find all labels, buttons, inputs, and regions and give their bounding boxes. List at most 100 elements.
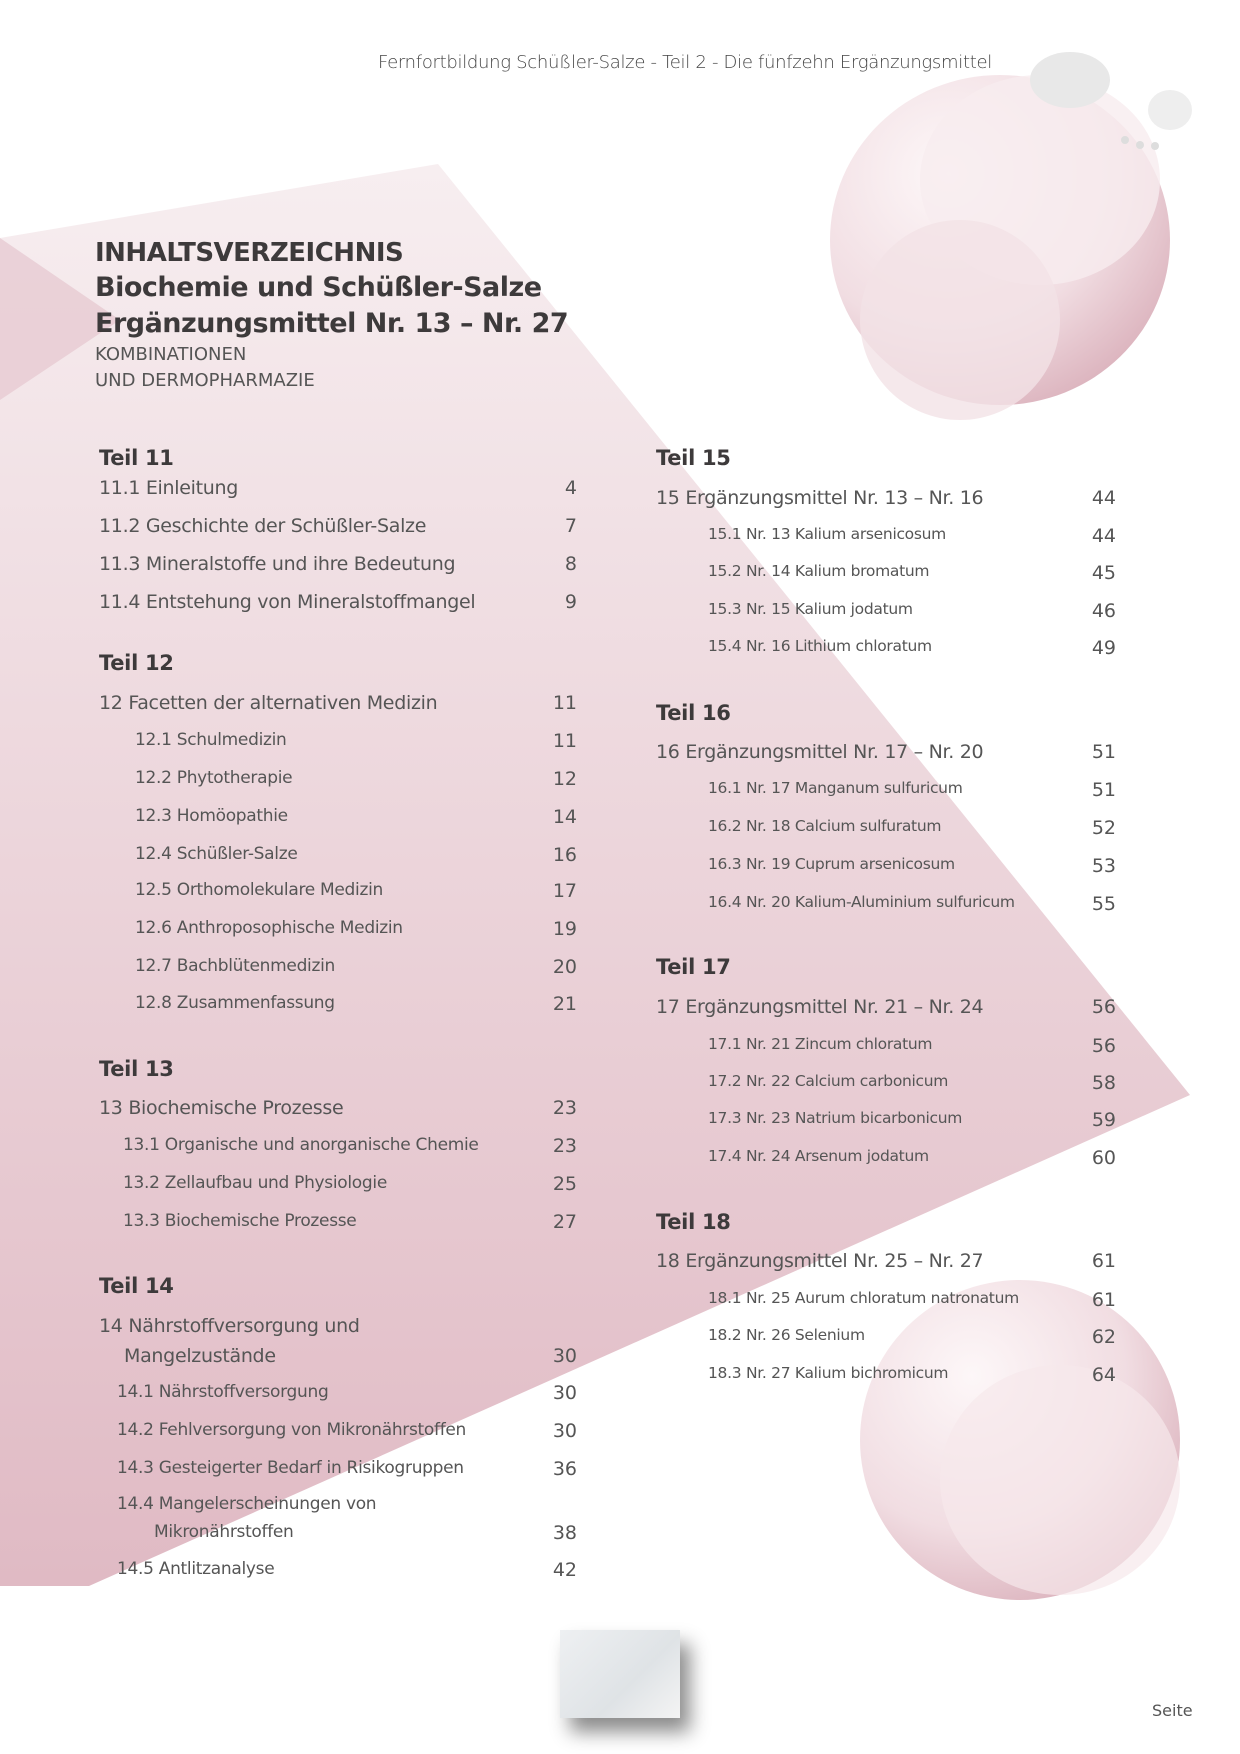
section-heading: Teil 11 xyxy=(99,446,174,470)
section-heading: Teil 15 xyxy=(656,446,731,470)
section-heading: Teil 13 xyxy=(99,1057,174,1081)
toc-entry[interactable]: 11.1 Einleitung xyxy=(99,477,239,499)
toc-entry[interactable]: 14.4 Mangelerscheinungen von xyxy=(117,1494,377,1514)
page-number: 30 xyxy=(552,1382,577,1404)
salt-photo-thumbnail xyxy=(560,1630,680,1718)
toc-subtitle-4: UND DERMOPHARMAZIE xyxy=(95,370,315,391)
toc-entry[interactable]: 12.8 Zusammenfassung xyxy=(135,993,335,1013)
page-number: 17 xyxy=(552,880,577,902)
page-number: 16 xyxy=(552,844,577,866)
toc-title-block: INHALTSVERZEICHNIS Biochemie und Schüßle… xyxy=(95,236,569,394)
toc-entry[interactable]: 15.1 Nr. 13 Kalium arsenicosum xyxy=(708,525,946,543)
page-number: 4 xyxy=(564,477,577,499)
page-number: 52 xyxy=(1091,817,1116,839)
page-number: 42 xyxy=(552,1559,577,1581)
toc-entry[interactable]: 17.3 Nr. 23 Natrium bicarbonicum xyxy=(708,1109,963,1127)
page-number: 45 xyxy=(1091,562,1116,584)
toc-entry[interactable]: 14.2 Fehlversorgung von Mikronährstoffen xyxy=(117,1420,467,1440)
toc-entry[interactable]: 12.7 Bachblütenmedizin xyxy=(135,956,335,976)
toc-entry[interactable]: 18.2 Nr. 26 Selenium xyxy=(708,1326,865,1344)
toc-entry[interactable]: 12 Facetten der alternativen Medizin xyxy=(99,692,438,714)
pink-triangle-dark xyxy=(0,238,120,400)
toc-entry[interactable]: 16.2 Nr. 18 Calcium sulfuratum xyxy=(708,817,942,835)
page-number: 14 xyxy=(552,806,577,828)
toc-subtitle-2: Ergänzungsmittel Nr. 13 – Nr. 27 xyxy=(95,308,569,339)
page-number: 46 xyxy=(1091,600,1116,622)
page-number: 56 xyxy=(1091,1035,1116,1057)
toc-entry[interactable]: 13 Biochemische Prozesse xyxy=(99,1097,344,1119)
page-number: 23 xyxy=(552,1135,577,1157)
toc-entry[interactable]: 12.2 Phytotherapie xyxy=(135,768,293,788)
toc-entry[interactable]: 16 Ergänzungsmittel Nr. 17 – Nr. 20 xyxy=(656,741,984,763)
page-number: 23 xyxy=(552,1097,577,1119)
toc-entry[interactable]: 15 Ergänzungsmittel Nr. 13 – Nr. 16 xyxy=(656,487,984,509)
page-number: 61 xyxy=(1091,1250,1116,1272)
toc-entry[interactable]: 13.3 Biochemische Prozesse xyxy=(123,1211,357,1231)
toc-entry[interactable]: 17.1 Nr. 21 Zincum chloratum xyxy=(708,1035,933,1053)
toc-subtitle: Biochemie und Schüßler-Salze xyxy=(95,272,542,303)
toc-entry[interactable]: 14.5 Antlitzanalyse xyxy=(117,1559,275,1579)
page-number: 7 xyxy=(564,515,577,537)
page-number: 58 xyxy=(1091,1072,1116,1094)
toc-entry[interactable]: 11.4 Entstehung von Mineralstoffmangel xyxy=(99,591,476,613)
page-number: 11 xyxy=(552,692,577,714)
page-number: 11 xyxy=(552,730,577,752)
page-number: 51 xyxy=(1091,779,1116,801)
page-number: 27 xyxy=(552,1211,577,1233)
toc-entry[interactable]: 12.6 Anthroposophische Medizin xyxy=(135,918,403,938)
toc-entry[interactable]: 14.1 Nährstoffversorgung xyxy=(117,1382,329,1402)
page-number: 38 xyxy=(552,1522,577,1544)
page-number: 21 xyxy=(552,993,577,1015)
toc-entry[interactable]: 12.3 Homöopathie xyxy=(135,806,288,826)
toc-entry[interactable]: 13.2 Zellaufbau und Physiologie xyxy=(123,1173,387,1193)
page-number: 53 xyxy=(1091,855,1116,877)
toc-entry[interactable]: 18.3 Nr. 27 Kalium bichromicum xyxy=(708,1364,949,1382)
toc-entry[interactable]: 17.2 Nr. 22 Calcium carbonicum xyxy=(708,1072,949,1090)
page-number: 55 xyxy=(1091,893,1116,915)
page-number: 51 xyxy=(1091,741,1116,763)
toc-entry[interactable]: 18.1 Nr. 25 Aurum chloratum natronatum xyxy=(708,1289,1019,1307)
page-number: 61 xyxy=(1091,1289,1116,1311)
page-label: Seite xyxy=(1152,1701,1193,1720)
toc-entry[interactable]: 13.1 Organische und anorganische Chemie xyxy=(123,1135,479,1155)
page-number: 36 xyxy=(552,1458,577,1480)
toc-entry[interactable]: 11.3 Mineralstoffe und ihre Bedeutung xyxy=(99,553,456,575)
toc-entry-continuation[interactable]: Mikronährstoffen xyxy=(154,1522,294,1542)
toc-entry[interactable]: 12.4 Schüßler-Salze xyxy=(135,844,298,864)
section-heading: Teil 18 xyxy=(656,1210,731,1234)
page-number: 59 xyxy=(1091,1109,1116,1131)
toc-entry[interactable]: 16.3 Nr. 19 Cuprum arsenicosum xyxy=(708,855,955,873)
page-number: 62 xyxy=(1091,1326,1116,1348)
toc-entry[interactable]: 15.2 Nr. 14 Kalium bromatum xyxy=(708,562,930,580)
page-number: 19 xyxy=(552,918,577,940)
sphere-decoration-top xyxy=(830,75,1170,420)
toc-entry[interactable]: 16.1 Nr. 17 Manganum sulfuricum xyxy=(708,779,963,797)
toc-entry[interactable]: 15.3 Nr. 15 Kalium jodatum xyxy=(708,600,913,618)
toc-entry[interactable]: 12.1 Schulmedizin xyxy=(135,730,287,750)
toc-entry-continuation[interactable]: Mangelzustände xyxy=(124,1345,276,1367)
toc-title: INHALTSVERZEICHNIS xyxy=(95,238,404,268)
toc-entry[interactable]: 15.4 Nr. 16 Lithium chloratum xyxy=(708,637,932,655)
toc-entry[interactable]: 17.4 Nr. 24 Arsenum jodatum xyxy=(708,1147,929,1165)
page-number: 8 xyxy=(564,553,577,575)
page-number: 30 xyxy=(552,1345,577,1367)
pills-decoration xyxy=(1030,52,1192,150)
page-number: 9 xyxy=(564,591,577,613)
toc-entry[interactable]: 11.2 Geschichte der Schüßler-Salze xyxy=(99,515,427,537)
toc-entry[interactable]: 16.4 Nr. 20 Kalium-Aluminium sulfuricum xyxy=(708,893,1015,911)
page-number: 25 xyxy=(552,1173,577,1195)
pink-triangle xyxy=(0,164,1190,1586)
toc-subtitle-3: KOMBINATIONEN xyxy=(95,344,247,365)
page-number: 30 xyxy=(552,1420,577,1442)
toc-entry[interactable]: 17 Ergänzungsmittel Nr. 21 – Nr. 24 xyxy=(656,996,984,1018)
toc-entry[interactable]: 18 Ergänzungsmittel Nr. 25 – Nr. 27 xyxy=(656,1250,984,1272)
page-number: 60 xyxy=(1091,1147,1116,1169)
toc-entry[interactable]: 14.3 Gesteigerter Bedarf in Risikogruppe… xyxy=(117,1458,464,1478)
page-number: 49 xyxy=(1091,637,1116,659)
toc-entry[interactable]: 14 Nährstoffversorgung und xyxy=(99,1315,360,1337)
section-heading: Teil 16 xyxy=(656,701,731,725)
page-number: 44 xyxy=(1091,525,1116,547)
section-heading: Teil 17 xyxy=(656,955,731,979)
toc-entry[interactable]: 12.5 Orthomolekulare Medizin xyxy=(135,880,383,900)
